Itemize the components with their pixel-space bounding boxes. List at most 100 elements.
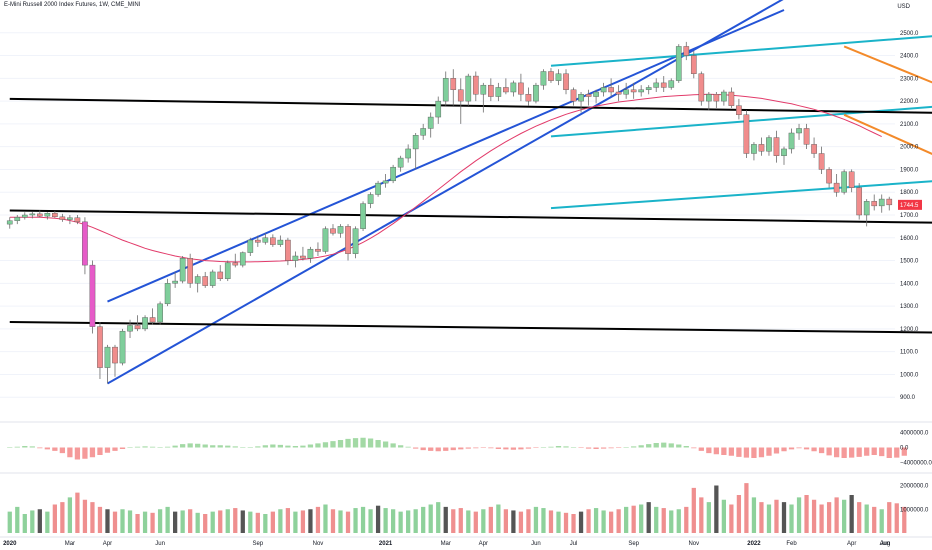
volume-bar [759, 502, 764, 533]
candle-body [698, 73, 705, 102]
volume-bar [82, 499, 88, 533]
price-tick-label: 1700.0 [900, 213, 919, 219]
candle-body [721, 91, 727, 102]
candle-body [405, 148, 411, 159]
trendlines[interactable] [9, 0, 932, 385]
candle-body [44, 212, 51, 217]
oscillator-bar [901, 447, 907, 456]
oscillator-bar [773, 447, 780, 454]
volume-bar [511, 510, 516, 533]
volume-bar [518, 511, 524, 533]
candle-body [465, 75, 472, 102]
candle-body [593, 91, 599, 97]
candle-body [270, 237, 276, 245]
candle-body [818, 153, 825, 170]
oscillator-bar [67, 447, 73, 458]
candle-body [442, 78, 449, 102]
volume-bar [571, 514, 576, 533]
oscillator-bar [210, 445, 216, 448]
oscillator-bar [22, 446, 28, 448]
volume-bar [142, 511, 148, 533]
volume-bar [902, 506, 907, 533]
oscillator-bar [533, 447, 539, 448]
volume-bar [45, 511, 50, 533]
price-axis[interactable]: 2500.0 2400.0 2300.0 2200.0 2100.0 2000.0 1900… [900, 31, 919, 401]
time-tick-label: Mar [441, 541, 451, 547]
candle-body [856, 187, 863, 216]
oscillator-bar [112, 447, 118, 451]
volume-bar [691, 487, 696, 533]
volume-bar [601, 510, 606, 533]
volume-bar [120, 509, 125, 533]
price-tick-label: 1200.0 [900, 327, 919, 333]
candle-body [796, 128, 802, 134]
volume-bar [744, 483, 749, 533]
candle-body [277, 239, 284, 245]
price-tick-label: 2000.0 [900, 145, 919, 151]
candle-body [457, 89, 464, 102]
candle-body [300, 255, 306, 259]
price-tick-label: 2200.0 [900, 99, 919, 105]
candle-body [630, 89, 637, 93]
candlestick-series [6, 41, 893, 384]
oscillator-bar [465, 447, 471, 449]
volume-bar [548, 510, 554, 533]
oscillator-bar [743, 447, 750, 458]
oscillator-bar [89, 447, 96, 458]
volume-bar [857, 502, 862, 533]
trendline [550, 35, 932, 67]
oscillator-bar [164, 446, 171, 448]
oscillator-bar [172, 445, 178, 448]
oscillator-bar [367, 438, 374, 448]
oscillator-bar [44, 447, 50, 450]
volume-bar [60, 502, 65, 533]
volume-bar [849, 495, 854, 533]
oscillator-bar [631, 446, 637, 448]
candle-body [412, 135, 419, 150]
price-tag-box [898, 199, 922, 210]
price-tag-label: 1744.5 [900, 203, 919, 209]
volume-bar [315, 506, 321, 533]
candle-body [555, 73, 562, 81]
candle-body [239, 252, 246, 266]
volume-bar [684, 506, 689, 533]
price-tick-label: 1900.0 [900, 167, 919, 173]
volume-bar [150, 512, 155, 533]
volume-bar [639, 504, 644, 533]
volume-bar [699, 497, 704, 533]
volume-bar [157, 509, 163, 533]
oscillator-bar [803, 447, 810, 450]
volume-bar [195, 512, 200, 533]
volume-bar [436, 502, 441, 533]
volume-bar [248, 511, 253, 533]
volume-bar [127, 510, 133, 533]
volume-bar [774, 499, 779, 533]
oscillator-bar [879, 447, 885, 457]
volume-bar [345, 511, 351, 533]
volume-bar [541, 508, 546, 533]
volume-bar [466, 510, 471, 533]
price-tick-label: 2100.0 [900, 122, 919, 128]
volume-bar [37, 509, 42, 533]
oscillator-bar [127, 447, 133, 448]
time-tick-label: Jul [570, 541, 578, 547]
oscillator-bar [548, 446, 554, 448]
candle-body [645, 87, 652, 90]
trendline [9, 97, 932, 114]
oscillator-bar [698, 447, 704, 451]
oscillator-bar [871, 447, 877, 455]
candle-body [540, 71, 547, 86]
volume-bar [751, 497, 757, 533]
candle-body [315, 248, 321, 252]
volume-bar [721, 499, 726, 533]
volume-bar [135, 514, 140, 533]
trendline [550, 180, 932, 210]
time-tick-label: Apr [103, 541, 112, 547]
time-axis[interactable]: 2020 Mar Apr Jun Sep Nov 2021 Mar Apr Jun Jul Sep No… [3, 541, 890, 547]
volume-pane: 2000000.0 1000000.0 [7, 483, 929, 533]
oscillator-bar [277, 444, 283, 448]
time-tick-label: 2020 [3, 541, 17, 547]
oscillator-bar [495, 447, 501, 449]
oscillator-bar [14, 446, 20, 448]
